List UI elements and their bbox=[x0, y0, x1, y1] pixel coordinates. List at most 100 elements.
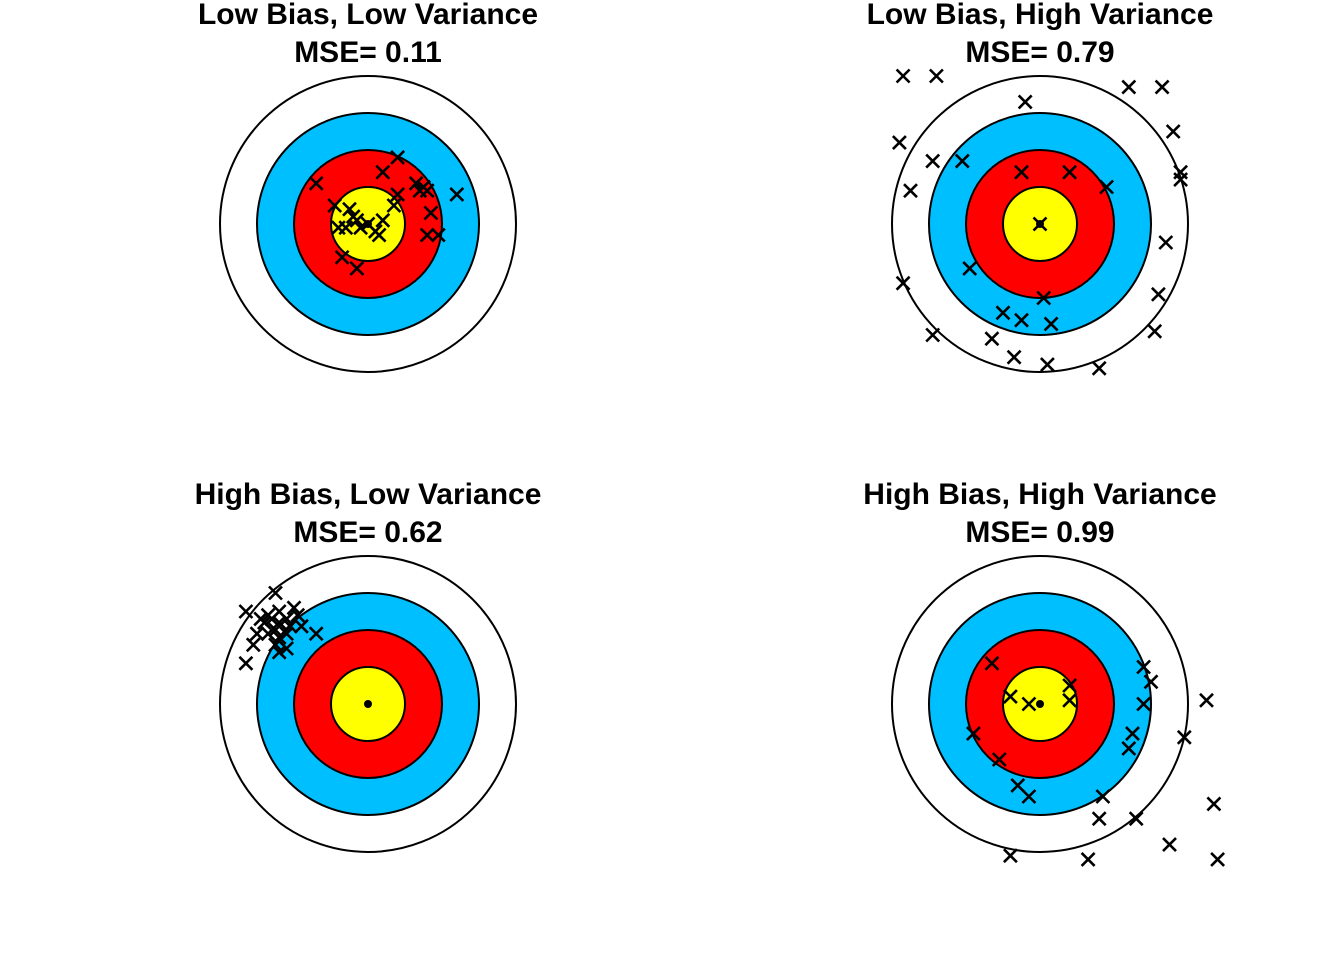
data-point-x-marker bbox=[279, 641, 295, 656]
panel-mse-label: MSE= 0.11 bbox=[294, 36, 442, 69]
data-point-x-marker bbox=[1039, 357, 1055, 373]
data-point-x-marker bbox=[1002, 848, 1018, 864]
data-point-x-marker bbox=[962, 260, 978, 276]
data-point-x-marker bbox=[245, 637, 261, 653]
data-point-x-marker bbox=[1017, 94, 1033, 110]
data-point-x-marker bbox=[1043, 316, 1059, 332]
data-point-x-marker bbox=[271, 644, 287, 660]
data-point-x-marker bbox=[928, 68, 944, 84]
data-point-x-marker bbox=[449, 186, 465, 202]
panel-mse-label: MSE= 0.79 bbox=[965, 36, 1114, 69]
data-point-x-marker bbox=[375, 164, 391, 180]
data-point-x-marker bbox=[1147, 323, 1163, 339]
data-point-x-marker bbox=[1165, 124, 1181, 139]
data-point-x-marker bbox=[282, 618, 298, 634]
data-point-x-marker bbox=[1021, 789, 1037, 804]
data-point-x-marker bbox=[1158, 235, 1174, 250]
panel-low-bias-low-variance: Low Bias, Low Variance MSE= 0.11 bbox=[198, 0, 538, 373]
bullseye-dot bbox=[364, 700, 372, 708]
data-point-x-marker bbox=[390, 186, 406, 202]
data-point-x-marker bbox=[1091, 811, 1107, 827]
data-point-x-marker bbox=[1080, 851, 1096, 867]
data-point-x-marker bbox=[925, 153, 941, 169]
data-point-x-marker bbox=[408, 175, 424, 191]
bullseye-dot bbox=[1036, 700, 1044, 708]
panel-title: Low Bias, Low Variance bbox=[198, 0, 538, 31]
data-point-x-marker bbox=[1002, 689, 1018, 705]
data-point-x-marker bbox=[1091, 360, 1107, 376]
data-point-x-marker bbox=[264, 611, 280, 627]
data-point-x-marker bbox=[891, 135, 907, 151]
data-point-x-marker bbox=[268, 637, 283, 653]
panel-title: Low Bias, High Variance bbox=[867, 0, 1214, 31]
data-point-x-marker bbox=[895, 68, 911, 84]
data-point-x-marker bbox=[334, 249, 350, 265]
data-point-x-marker bbox=[895, 275, 911, 291]
panel-low-bias-high-variance: Low Bias, High Variance MSE= 0.79 bbox=[867, 0, 1214, 376]
data-point-x-marker bbox=[1014, 312, 1029, 328]
data-point-x-marker bbox=[268, 622, 283, 638]
data-point-x-marker bbox=[419, 227, 435, 243]
data-point-x-marker bbox=[375, 212, 391, 228]
data-point-x-marker bbox=[271, 629, 287, 645]
data-point-x-marker bbox=[279, 611, 295, 627]
target bbox=[219, 75, 517, 373]
data-point-x-marker bbox=[371, 227, 387, 243]
data-point-x-marker bbox=[1032, 216, 1048, 232]
data-point-x-marker bbox=[249, 626, 265, 642]
data-point-x-marker bbox=[984, 655, 1000, 671]
data-point-x-marker bbox=[293, 618, 309, 634]
data-point-x-marker bbox=[1014, 164, 1029, 180]
data-point-x-marker bbox=[1099, 179, 1115, 195]
data-point-x-marker bbox=[390, 149, 406, 165]
data-point-x-marker bbox=[1036, 290, 1052, 306]
data-point-x-marker bbox=[1062, 692, 1078, 708]
data-point-x-marker bbox=[256, 615, 272, 631]
panel-mse-label: MSE= 0.62 bbox=[293, 516, 442, 549]
data-point-x-marker bbox=[1010, 777, 1026, 793]
data-point-x-marker bbox=[1121, 79, 1137, 95]
target bbox=[891, 68, 1189, 376]
data-point-x-marker bbox=[991, 752, 1007, 767]
data-point-x-marker bbox=[903, 183, 918, 199]
data-point-x-marker bbox=[349, 260, 365, 276]
panel-title: High Bias, Low Variance bbox=[195, 478, 542, 511]
data-point-x-marker bbox=[1210, 851, 1226, 867]
data-point-x-marker bbox=[260, 626, 276, 642]
data-point-x-marker bbox=[1136, 659, 1152, 675]
data-point-x-marker bbox=[1162, 837, 1177, 853]
target bbox=[219, 555, 517, 853]
data-point-x-marker bbox=[308, 175, 324, 191]
data-point-x-marker bbox=[1128, 811, 1144, 827]
data-point-x-marker bbox=[386, 198, 402, 213]
data-point-x-marker bbox=[954, 153, 970, 169]
panel-high-bias-high-variance: High Bias, High Variance MSE= 0.99 bbox=[863, 478, 1226, 867]
panel-title: High Bias, High Variance bbox=[863, 478, 1216, 511]
data-point-x-marker bbox=[995, 305, 1011, 321]
data-point-x-marker bbox=[1125, 726, 1140, 742]
data-point-x-marker bbox=[271, 615, 287, 631]
data-point-x-marker bbox=[1062, 164, 1078, 180]
data-point-x-marker bbox=[353, 220, 369, 236]
data-point-x-marker bbox=[965, 726, 981, 742]
data-point-x-marker bbox=[1021, 696, 1037, 712]
data-point-x-marker bbox=[1136, 696, 1152, 712]
panel-high-bias-low-variance: High Bias, Low Variance MSE= 0.62 bbox=[195, 478, 542, 853]
data-point-x-marker bbox=[342, 201, 357, 217]
data-point-x-marker bbox=[308, 626, 324, 642]
data-point-x-marker bbox=[419, 183, 435, 199]
data-point-x-marker bbox=[286, 600, 302, 616]
target bbox=[891, 555, 1226, 867]
data-point-x-marker bbox=[1206, 796, 1222, 812]
data-point-x-marker bbox=[1150, 286, 1166, 302]
data-point-x-marker bbox=[268, 585, 283, 601]
data-point-x-marker bbox=[1199, 692, 1214, 708]
data-point-x-marker bbox=[1143, 674, 1159, 690]
data-point-x-marker bbox=[1062, 678, 1078, 693]
data-point-x-marker bbox=[430, 227, 446, 243]
data-point-x-marker bbox=[238, 604, 254, 619]
data-point-x-marker bbox=[238, 655, 254, 671]
data-point-x-marker bbox=[327, 198, 343, 213]
data-point-x-marker bbox=[1121, 740, 1137, 756]
